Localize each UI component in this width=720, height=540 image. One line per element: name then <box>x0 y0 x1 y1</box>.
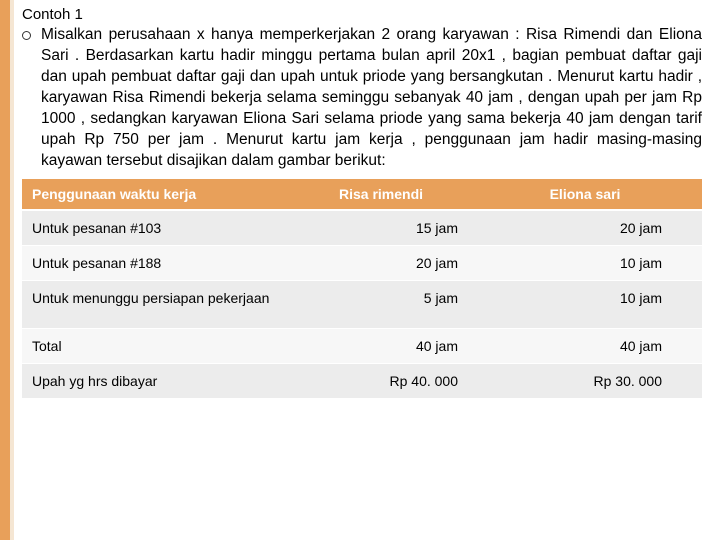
table-body: Untuk pesanan #10315 jam20 jamUntuk pesa… <box>22 210 702 399</box>
cell-eliona: 10 jam <box>498 246 702 281</box>
cell-eliona: 10 jam <box>498 281 702 329</box>
col-header-risa: Risa rimendi <box>294 179 498 210</box>
cell-risa: 15 jam <box>294 210 498 246</box>
cell-label: Untuk pesanan #103 <box>22 210 294 246</box>
cell-risa: Rp 40. 000 <box>294 364 498 399</box>
cell-label: Untuk pesanan #188 <box>22 246 294 281</box>
cell-risa: 20 jam <box>294 246 498 281</box>
example-paragraph: Misalkan perusahaan x hanya memperkerjak… <box>41 25 702 171</box>
col-header-eliona: Eliona sari <box>498 179 702 210</box>
table-row: Untuk pesanan #10315 jam20 jam <box>22 210 702 246</box>
cell-eliona: Rp 30. 000 <box>498 364 702 399</box>
table-row: Total40 jam40 jam <box>22 329 702 364</box>
table-row: Untuk pesanan #18820 jam10 jam <box>22 246 702 281</box>
cell-label: Total <box>22 329 294 364</box>
col-header-usage: Penggunaan waktu kerja <box>22 179 294 210</box>
time-usage-table: Penggunaan waktu kerja Risa rimendi Elio… <box>22 179 702 399</box>
cell-eliona: 20 jam <box>498 210 702 246</box>
cell-label: Upah yg hrs dibayar <box>22 364 294 399</box>
bullet-icon <box>22 31 31 40</box>
cell-risa: 40 jam <box>294 329 498 364</box>
cell-risa: 5 jam <box>294 281 498 329</box>
example-title: Contoh 1 <box>22 6 702 23</box>
cell-label: Untuk menunggu persiapan pekerjaan <box>22 281 294 329</box>
table-row: Untuk menunggu persiapan pekerjaan5 jam1… <box>22 281 702 329</box>
table-row: Upah yg hrs dibayarRp 40. 000Rp 30. 000 <box>22 364 702 399</box>
cell-eliona: 40 jam <box>498 329 702 364</box>
